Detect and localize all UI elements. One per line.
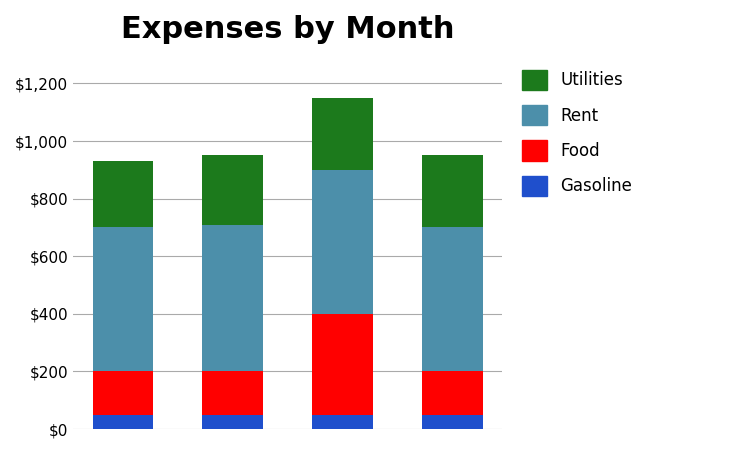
Bar — [312, 314, 373, 414]
Bar — [422, 155, 483, 227]
Bar — [93, 227, 153, 371]
Bar — [93, 161, 153, 227]
Bar — [422, 414, 483, 429]
Bar — [93, 414, 153, 429]
Legend: Utilities, Rent, Food, Gasoline: Utilities, Rent, Food, Gasoline — [515, 63, 639, 202]
Bar — [422, 227, 483, 371]
Title: Expenses by Month: Expenses by Month — [121, 15, 455, 44]
Bar — [203, 155, 263, 225]
Bar — [203, 414, 263, 429]
Bar — [312, 98, 373, 170]
Bar — [312, 414, 373, 429]
Bar — [203, 371, 263, 414]
Bar — [203, 225, 263, 371]
Bar — [422, 371, 483, 414]
Bar — [93, 371, 153, 414]
Bar — [312, 170, 373, 314]
